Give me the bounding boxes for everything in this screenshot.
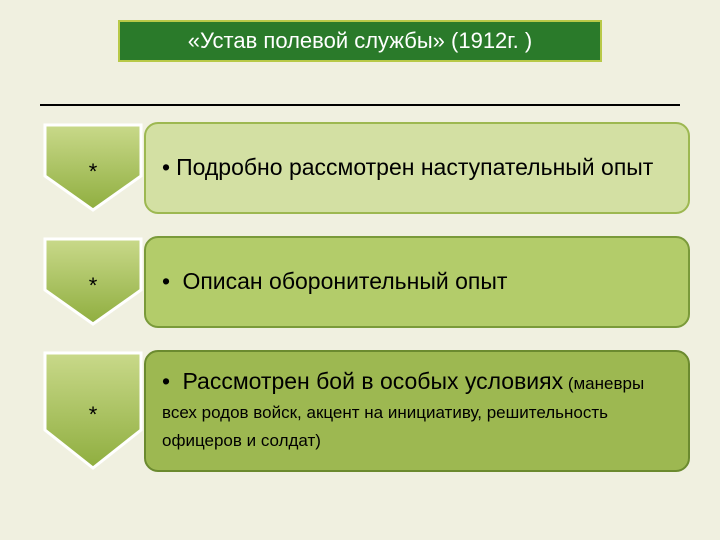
content-box-3: • Рассмотрен бой в особых условиях (мане… xyxy=(144,350,690,472)
content-text-1: •Подробно рассмотрен наступательный опыт xyxy=(162,153,653,182)
row-3: * • Рассмотрен бой в особых условиях (ма… xyxy=(42,350,690,472)
row-2: * • Описан оборонительный опыт xyxy=(42,236,690,328)
divider-line xyxy=(40,104,680,106)
content-box-2: • Описан оборонительный опыт xyxy=(144,236,690,328)
chevron-3: * xyxy=(42,350,144,472)
title-bar: «Устав полевой службы» (1912г. ) xyxy=(118,20,602,62)
row-1: * •Подробно рассмотрен наступательный оп… xyxy=(42,122,690,214)
bullet-1: • xyxy=(162,154,170,180)
title-text: «Устав полевой службы» (1912г. ) xyxy=(188,28,532,54)
content-text-2: • Описан оборонительный опыт xyxy=(162,267,507,296)
content-rows: * •Подробно рассмотрен наступательный оп… xyxy=(42,122,690,494)
content-box-1: •Подробно рассмотрен наступательный опыт xyxy=(144,122,690,214)
text-1: Подробно рассмотрен наступательный опыт xyxy=(176,154,653,180)
text-3-main: Рассмотрен бой в особых условиях xyxy=(176,368,563,394)
bullet-2: • xyxy=(162,268,170,294)
chevron-2: * xyxy=(42,236,144,328)
bullet-3: • xyxy=(162,368,170,394)
chevron-1: * xyxy=(42,122,144,214)
text-2: Описан оборонительный опыт xyxy=(176,268,507,294)
content-text-3: • Рассмотрен бой в особых условиях (мане… xyxy=(162,367,672,453)
